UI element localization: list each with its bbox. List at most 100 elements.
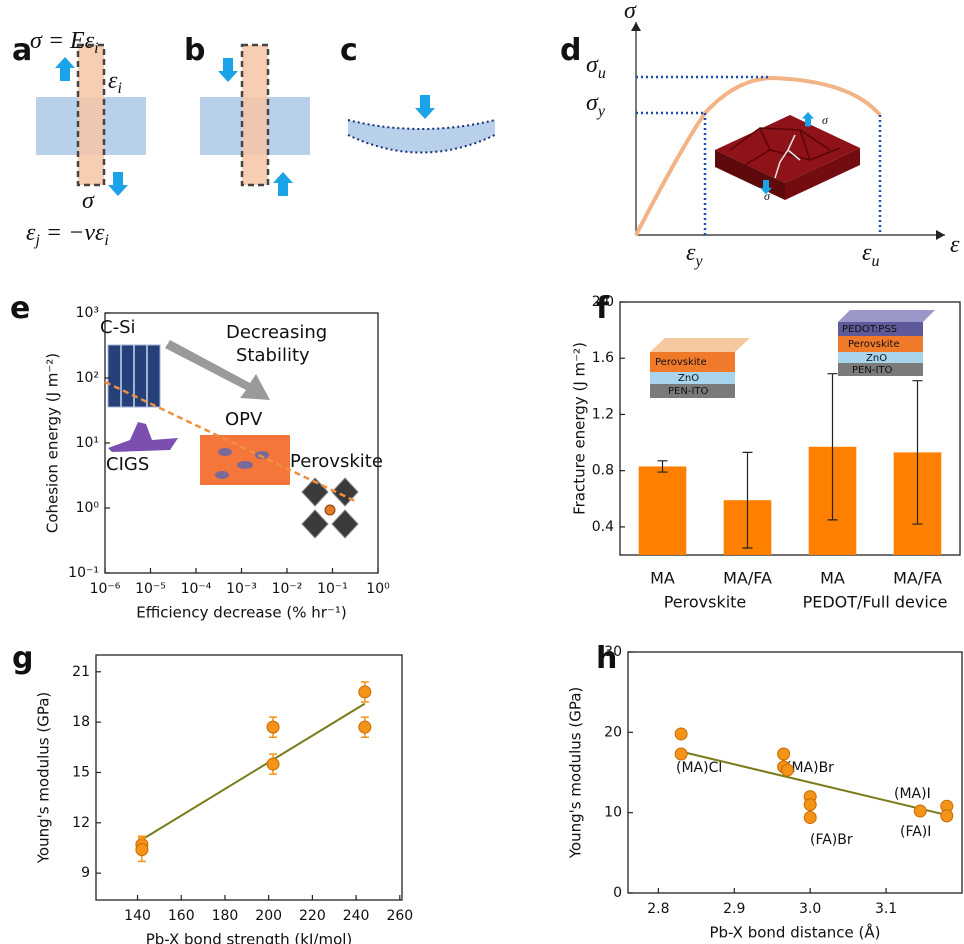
panel-letter: d (560, 33, 581, 68)
y-tick-label: 12 (72, 815, 90, 831)
x-tick-label: 180 (212, 908, 239, 924)
opv-cell (200, 435, 290, 485)
y-tick-label: 20 (604, 724, 622, 740)
layer-stack (650, 338, 750, 398)
x-tick-label: 160 (168, 908, 195, 924)
layer-label: PEDOT:PSS (842, 324, 897, 335)
annotation: (MA)I (894, 786, 931, 802)
point (940, 809, 954, 823)
x-tick-label: 3.0 (799, 901, 821, 917)
x-tick-label: 240 (343, 908, 370, 924)
bent-outline (347, 119, 496, 154)
fit-line (680, 750, 948, 817)
point (358, 720, 372, 734)
x-tick-label: MA/FA (723, 569, 772, 588)
force-arrow (760, 180, 772, 195)
group-label: PEDOT/Full device (803, 593, 948, 612)
point (780, 763, 794, 777)
panel-letter: e (10, 291, 30, 326)
y-tick-label: 0.8 (592, 463, 614, 479)
y-tick-label: 10³ (76, 305, 99, 321)
error-bar (742, 451, 753, 549)
point (674, 727, 688, 741)
force-arrow (55, 57, 75, 81)
point (674, 747, 688, 761)
point (803, 810, 817, 824)
force-arrow (108, 172, 128, 196)
inset-stress: σ (822, 113, 829, 127)
y-tick-label: 10 (604, 805, 622, 821)
layer-label: Perovskite (655, 357, 707, 368)
x-tick-label: 10⁻⁴ (181, 581, 212, 597)
point (913, 804, 927, 818)
y-tick-label: 10⁰ (76, 500, 100, 516)
point (777, 747, 791, 761)
x-tick-label: 10⁻⁶ (90, 581, 121, 597)
inset-stress: σ (764, 189, 771, 203)
stress-mark: σu (586, 52, 606, 82)
annotation: Perovskite (290, 451, 383, 472)
trend-arrow (165, 340, 270, 400)
panel-letter: f (596, 291, 610, 326)
stress-label: σ (82, 188, 95, 214)
x-tick-label: 3.1 (875, 901, 897, 917)
point (803, 798, 817, 812)
annotation: (MA)Cl (676, 760, 722, 776)
group-label: Perovskite (664, 593, 747, 612)
cigs-cell (108, 422, 178, 452)
y-tick-label: 10² (76, 370, 99, 386)
y-tick-label: 9 (81, 865, 90, 881)
x-tick-label: 10⁻⁵ (135, 581, 166, 597)
point (266, 720, 280, 734)
panel-letter: c (340, 33, 358, 68)
equation: σ = Eεi (30, 28, 99, 57)
stress-strain-curve (634, 75, 882, 236)
x-axis-label: Efficiency decrease (% hr⁻¹) (136, 604, 346, 622)
plot-frame (95, 654, 403, 901)
point (266, 757, 280, 771)
annotation: (FA)I (900, 824, 931, 840)
point (135, 843, 149, 857)
slab-top (715, 115, 860, 183)
y-tick-label: 1.6 (592, 350, 614, 366)
panel-letter: b (184, 33, 205, 68)
x-tick-label: 10⁰ (366, 581, 390, 597)
crack (774, 134, 801, 179)
error-bar (912, 380, 923, 525)
layer-stack (838, 310, 935, 376)
panel-letter: h (596, 641, 617, 676)
y-tick-label: 0.4 (592, 519, 614, 535)
x-tick-label: MA (820, 569, 845, 588)
y-axis-label: Young's modulus (GPa) (35, 692, 53, 865)
y-tick-label: 0 (613, 885, 622, 901)
error-bar (827, 373, 838, 521)
strain-label: εi (108, 68, 122, 97)
x-tick-label: 140 (124, 908, 151, 924)
x-axis-label: Pb-X bond strength (kJ/mol) (146, 931, 353, 944)
strain-mark: εy (686, 240, 703, 270)
annotation: Stability (236, 345, 310, 366)
x-tick-label: MA/FA (893, 569, 942, 588)
grain-boundary (729, 127, 841, 166)
x-axis-label: ε (950, 232, 960, 258)
y-tick-label: 15 (72, 764, 90, 780)
y-tick-label: 18 (72, 714, 90, 730)
y-tick-label: 10¹ (76, 435, 99, 451)
plot-frame (627, 651, 963, 894)
layer-label: PEN-ITO (852, 365, 892, 376)
fit-line (141, 702, 366, 841)
bar (638, 466, 687, 555)
x-tick-label: 2.8 (647, 901, 669, 917)
x-tick-label: MA (650, 569, 675, 588)
y-axis-label: Cohesion energy (J m⁻²) (44, 353, 62, 533)
x-tick-label: 10⁻² (272, 581, 303, 597)
y-tick-label: 10⁻¹ (68, 565, 99, 581)
layer-label: ZnO (866, 353, 887, 364)
bent-film (348, 120, 495, 153)
y-tick-label: 1.2 (592, 406, 614, 422)
equation: εj = −νεi (26, 220, 109, 249)
annotation: (MA)Br (786, 760, 834, 776)
x-tick-label: 260 (386, 908, 413, 924)
x-axis-label: Pb-X bond distance (Å) (709, 923, 880, 942)
